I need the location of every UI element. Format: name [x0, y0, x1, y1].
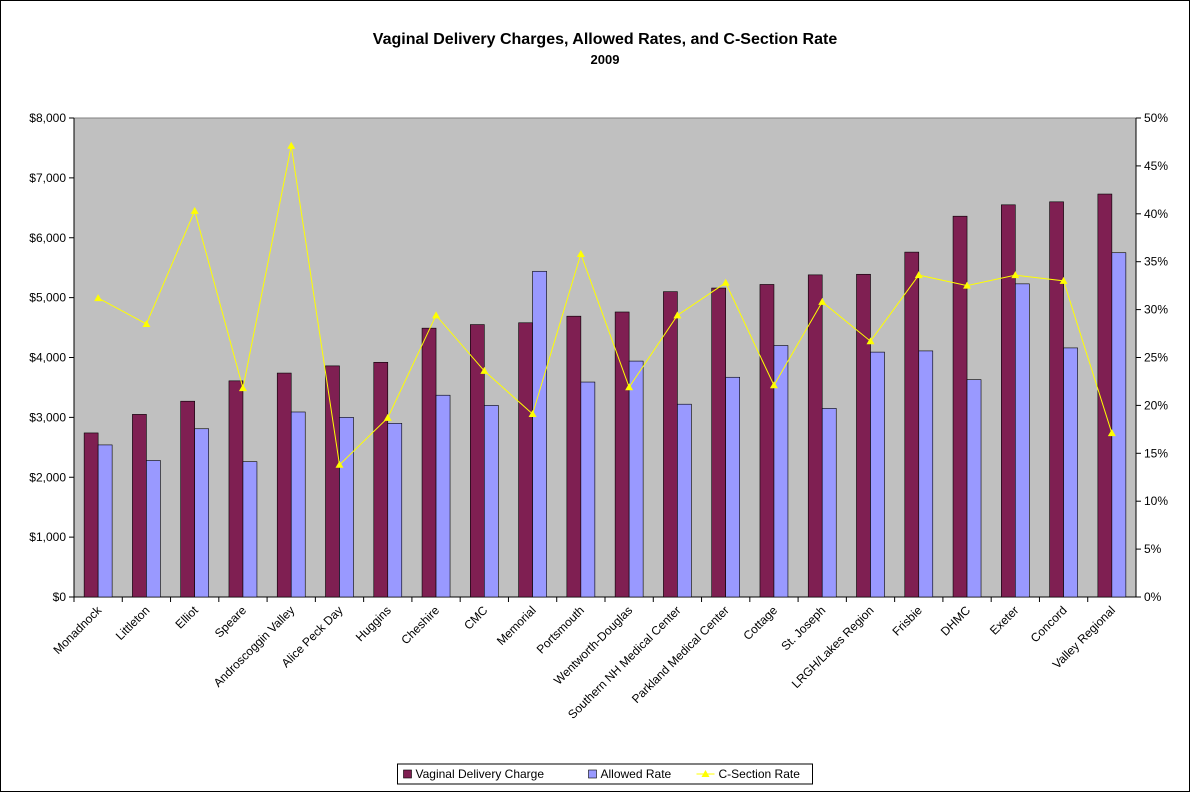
- y2-tick-label: 5%: [1144, 542, 1162, 556]
- bar: [97, 444, 113, 598]
- line-marker: [866, 337, 875, 345]
- bar: [180, 400, 195, 598]
- bar: [966, 379, 982, 598]
- bar: [904, 251, 920, 598]
- line-marker: [480, 366, 489, 374]
- line-marker: [383, 413, 392, 421]
- bar: [242, 461, 258, 598]
- bar: [435, 394, 451, 598]
- line-marker: [335, 460, 344, 468]
- line-marker: [818, 297, 827, 305]
- line-marker: [432, 311, 441, 319]
- bar: [1015, 283, 1030, 598]
- bar: [711, 287, 726, 598]
- bar: [325, 365, 340, 598]
- bar: [1111, 252, 1127, 598]
- line-marker: [769, 381, 778, 389]
- line-marker: [94, 294, 103, 302]
- bar: [952, 215, 968, 598]
- y2-tick-label: 0%: [1144, 590, 1162, 604]
- legend-label: Vaginal Delivery Charge: [416, 767, 545, 781]
- bar: [83, 432, 99, 598]
- bar: [194, 428, 209, 598]
- bar: [677, 403, 692, 598]
- y-tick-label: $3,000: [29, 410, 66, 424]
- legend-box: [397, 763, 813, 785]
- y2-tick-label: 10%: [1144, 494, 1168, 508]
- bar: [821, 408, 837, 598]
- y-tick-label: $6,000: [29, 231, 66, 245]
- bar: [228, 380, 244, 598]
- legend-swatch: [403, 769, 412, 779]
- legend-swatch: [588, 769, 597, 779]
- line-marker: [914, 271, 923, 279]
- y2-tick-label: 45%: [1144, 159, 1168, 173]
- line-marker: [576, 250, 585, 258]
- line-marker: [673, 311, 682, 319]
- bar: [276, 372, 292, 598]
- y2-tick-label: 35%: [1144, 255, 1168, 269]
- bar: [146, 460, 161, 598]
- y-tick-label: $4,000: [29, 351, 66, 365]
- bar: [580, 381, 596, 598]
- y2-tick-label: 40%: [1144, 207, 1168, 221]
- bar: [759, 284, 775, 598]
- legend-marker: [701, 770, 710, 777]
- line-marker: [528, 410, 537, 418]
- y-tick-label: $8,000: [29, 111, 66, 125]
- legend-label: C-Section Rate: [719, 767, 801, 781]
- y2-tick-label: 15%: [1144, 446, 1168, 460]
- bar: [373, 361, 389, 598]
- bar: [518, 322, 533, 598]
- y-tick-label: $7,000: [29, 171, 66, 185]
- line: [97, 145, 1113, 466]
- bar: [421, 327, 437, 598]
- bar: [484, 405, 499, 598]
- y2-tick-label: 50%: [1144, 111, 1168, 125]
- bar: [339, 417, 354, 598]
- line-marker: [1107, 429, 1116, 437]
- y2-tick-label: 20%: [1144, 398, 1168, 412]
- line-marker: [1011, 271, 1020, 279]
- bar: [532, 270, 547, 598]
- bar: [856, 273, 871, 598]
- line-marker: [142, 319, 151, 327]
- line-marker: [287, 141, 296, 149]
- line-marker: [625, 383, 634, 391]
- bar: [870, 351, 885, 598]
- bar: [132, 414, 147, 598]
- line-marker: [963, 281, 972, 289]
- bar: [1063, 347, 1078, 598]
- line-marker: [190, 206, 199, 214]
- chart-title: Vaginal Delivery Charges, Allowed Rates,…: [373, 31, 838, 48]
- y-tick-label: $5,000: [29, 291, 66, 305]
- bar: [725, 376, 740, 598]
- y-tick-label: $1,000: [29, 530, 66, 544]
- line-marker: [721, 278, 730, 286]
- y-tick-label: $0: [53, 590, 67, 604]
- bar: [470, 324, 485, 598]
- y-tick-label: $2,000: [29, 470, 66, 484]
- bar: [290, 411, 306, 598]
- line-marker: [1059, 276, 1068, 284]
- y2-tick-label: 25%: [1144, 351, 1168, 365]
- bar: [773, 345, 789, 598]
- line-marker: [238, 384, 247, 392]
- bar: [663, 291, 678, 598]
- y2-tick-label: 30%: [1144, 303, 1168, 317]
- bar: [628, 360, 644, 598]
- bar: [1001, 204, 1016, 598]
- bar: [387, 423, 403, 598]
- legend-label: Allowed Rate: [601, 767, 672, 781]
- bar: [566, 315, 582, 598]
- bar: [1049, 201, 1064, 598]
- chart-subtitle: 2009: [591, 52, 620, 67]
- bar: [918, 350, 934, 598]
